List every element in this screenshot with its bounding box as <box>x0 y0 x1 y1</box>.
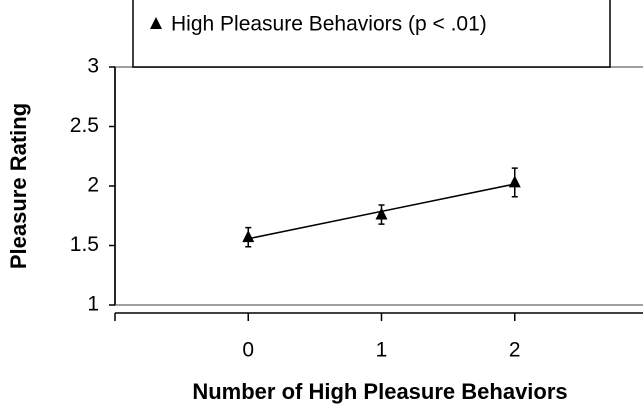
point <box>242 230 255 243</box>
point <box>375 207 388 220</box>
plot-frame <box>114 66 643 306</box>
point <box>508 175 521 188</box>
y-axis-label: Pleasure Rating <box>6 103 31 269</box>
legend-label: High Pleasure Behaviors (p < .01) <box>171 13 487 36</box>
y-tick-label: 1.5 <box>70 233 99 256</box>
y-tick-label: 1 <box>87 293 99 316</box>
legend-box <box>132 0 611 68</box>
y-tick-label: 2.5 <box>70 114 99 137</box>
y-tick-label: 3 <box>87 55 99 78</box>
legend-marker <box>150 17 162 29</box>
y-tick-label: 2 <box>87 174 99 197</box>
x-tick-label: 1 <box>376 339 388 362</box>
x-tick-label: 0 <box>242 339 254 362</box>
x-tick-label: 2 <box>509 339 521 362</box>
x-axis-label: Number of High Pleasure Behaviors <box>192 379 567 404</box>
